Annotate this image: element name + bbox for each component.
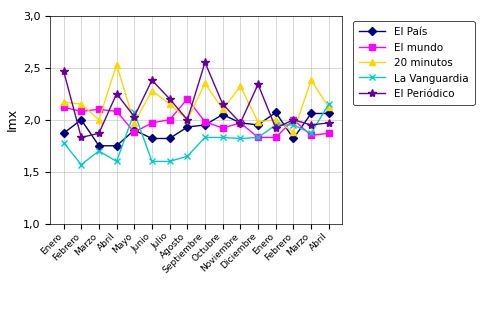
20 minutos — [131, 121, 137, 125]
El País — [60, 132, 66, 135]
La Vanguardia — [290, 123, 296, 127]
20 minutos — [326, 105, 332, 109]
El mundo — [149, 121, 155, 125]
El País — [96, 144, 102, 148]
La Vanguardia — [60, 141, 66, 145]
El mundo — [326, 132, 332, 135]
El País — [202, 123, 208, 127]
La Vanguardia — [184, 154, 190, 158]
20 minutos — [166, 102, 173, 106]
20 minutos — [114, 63, 120, 66]
20 minutos — [96, 118, 102, 122]
20 minutos — [220, 108, 226, 111]
El Periódico — [149, 78, 155, 82]
El mundo — [255, 136, 261, 139]
La Vanguardia — [78, 163, 85, 166]
El País — [114, 144, 120, 148]
La Vanguardia — [308, 132, 314, 135]
El País — [237, 121, 243, 125]
El País — [308, 112, 314, 115]
El Periódico — [308, 123, 314, 127]
El País — [78, 118, 85, 122]
La Vanguardia — [273, 123, 279, 127]
La Vanguardia — [131, 111, 137, 114]
El Periódico — [131, 115, 137, 118]
El mundo — [184, 97, 190, 101]
El Periódico — [237, 121, 243, 125]
El Periódico — [184, 118, 190, 122]
El mundo — [273, 136, 279, 139]
Line: El mundo: El mundo — [60, 95, 332, 141]
El Periódico — [202, 61, 208, 64]
20 minutos — [237, 85, 243, 88]
El Periódico — [220, 102, 226, 106]
El mundo — [202, 120, 208, 124]
El País — [255, 123, 261, 127]
El Periódico — [166, 97, 173, 101]
20 minutos — [78, 102, 85, 106]
El Periódico — [114, 92, 120, 95]
El mundo — [308, 133, 314, 137]
20 minutos — [273, 118, 279, 122]
20 minutos — [290, 130, 296, 134]
La Vanguardia — [326, 102, 332, 106]
El País — [149, 137, 155, 140]
Line: La Vanguardia: La Vanguardia — [60, 101, 332, 168]
El mundo — [237, 121, 243, 125]
El Periódico — [273, 126, 279, 130]
El País — [326, 112, 332, 115]
El Periódico — [96, 132, 102, 135]
El mundo — [60, 105, 66, 109]
La Vanguardia — [114, 160, 120, 163]
La Vanguardia — [202, 136, 208, 139]
Line: 20 minutos: 20 minutos — [60, 61, 332, 136]
El País — [290, 137, 296, 140]
La Vanguardia — [96, 149, 102, 153]
El mundo — [290, 118, 296, 122]
Legend: El País, El mundo, 20 minutos, La Vanguardia, El Periódico: El País, El mundo, 20 minutos, La Vangua… — [353, 21, 475, 105]
El mundo — [166, 118, 173, 122]
El Periódico — [326, 121, 332, 125]
La Vanguardia — [149, 160, 155, 163]
20 minutos — [184, 118, 190, 122]
Line: El País: El País — [61, 110, 331, 149]
La Vanguardia — [255, 136, 261, 139]
El Periódico — [78, 136, 85, 139]
20 minutos — [255, 120, 261, 124]
El mundo — [78, 109, 85, 113]
El Periódico — [255, 82, 261, 86]
El mundo — [220, 126, 226, 130]
El Periódico — [60, 69, 66, 73]
Y-axis label: Imx: Imx — [6, 108, 19, 131]
20 minutos — [202, 81, 208, 85]
El País — [166, 137, 173, 140]
El País — [184, 125, 190, 129]
El País — [273, 111, 279, 114]
El Periódico — [290, 118, 296, 122]
20 minutos — [60, 100, 66, 104]
El País — [131, 128, 137, 132]
Line: El Periódico: El Periódico — [59, 58, 333, 142]
El mundo — [131, 130, 137, 134]
La Vanguardia — [237, 137, 243, 140]
El mundo — [96, 108, 102, 111]
20 minutos — [149, 89, 155, 92]
El País — [220, 113, 226, 116]
La Vanguardia — [220, 136, 226, 139]
20 minutos — [308, 78, 314, 82]
La Vanguardia — [166, 160, 173, 163]
El mundo — [114, 109, 120, 113]
